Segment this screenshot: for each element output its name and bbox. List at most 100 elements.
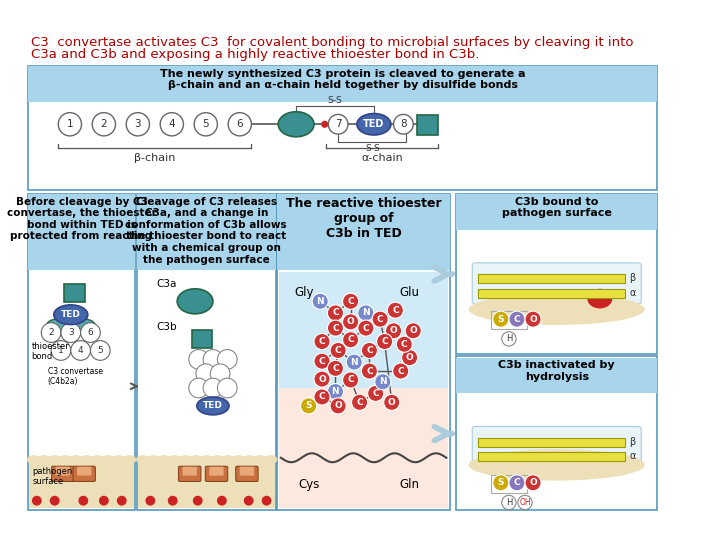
Text: The reactive thioester
group of
C3b in TED: The reactive thioester group of C3b in T… bbox=[286, 197, 441, 240]
Text: O: O bbox=[388, 398, 395, 407]
Circle shape bbox=[217, 378, 237, 398]
Ellipse shape bbox=[200, 455, 213, 464]
Circle shape bbox=[392, 363, 409, 379]
Text: α-chain: α-chain bbox=[361, 153, 402, 163]
Circle shape bbox=[525, 311, 541, 327]
Text: 6: 6 bbox=[88, 328, 94, 337]
Circle shape bbox=[91, 341, 110, 360]
Text: O: O bbox=[410, 326, 417, 335]
Text: O: O bbox=[406, 353, 413, 362]
Ellipse shape bbox=[278, 112, 314, 137]
Circle shape bbox=[375, 374, 391, 390]
Bar bbox=[456, 194, 657, 230]
Circle shape bbox=[300, 398, 317, 414]
Circle shape bbox=[358, 305, 374, 321]
Text: C: C bbox=[319, 337, 325, 346]
Ellipse shape bbox=[222, 455, 235, 464]
Bar bbox=[137, 194, 276, 270]
Text: C3b: C3b bbox=[157, 322, 177, 332]
Text: C3a and C3b and exposing a highly reactive thioester bond in C3b.: C3a and C3b and exposing a highly reacti… bbox=[32, 48, 480, 61]
Circle shape bbox=[358, 320, 374, 336]
Text: TED: TED bbox=[363, 119, 384, 129]
FancyBboxPatch shape bbox=[472, 427, 642, 468]
Text: C: C bbox=[392, 306, 399, 315]
Bar bbox=[28, 66, 657, 190]
Ellipse shape bbox=[124, 455, 136, 464]
Circle shape bbox=[217, 349, 237, 369]
Circle shape bbox=[189, 378, 209, 398]
FancyBboxPatch shape bbox=[183, 467, 197, 476]
Ellipse shape bbox=[168, 455, 181, 464]
Text: 1: 1 bbox=[58, 346, 64, 355]
Circle shape bbox=[261, 496, 271, 505]
Circle shape bbox=[210, 364, 230, 383]
Circle shape bbox=[78, 496, 89, 505]
Circle shape bbox=[361, 342, 377, 359]
Text: O: O bbox=[347, 318, 354, 326]
Circle shape bbox=[492, 475, 509, 491]
Ellipse shape bbox=[254, 455, 266, 464]
Text: 4: 4 bbox=[78, 346, 84, 355]
Bar bbox=[417, 116, 438, 135]
Circle shape bbox=[346, 354, 362, 370]
Circle shape bbox=[368, 386, 384, 401]
Bar bbox=[277, 194, 450, 510]
Text: C: C bbox=[366, 346, 373, 355]
Text: N: N bbox=[351, 357, 358, 367]
Circle shape bbox=[194, 113, 217, 136]
Bar bbox=[279, 388, 448, 508]
Text: α: α bbox=[629, 451, 636, 461]
Text: Before cleavage by C3
convertase, the thioester
bond within TED is
protected fro: Before cleavage by C3 convertase, the th… bbox=[6, 197, 156, 241]
Bar bbox=[28, 194, 135, 270]
Bar bbox=[63, 284, 85, 302]
Circle shape bbox=[321, 120, 328, 128]
Circle shape bbox=[525, 475, 541, 491]
Circle shape bbox=[361, 363, 377, 379]
Text: C3b bound to
pathogen surface: C3b bound to pathogen surface bbox=[502, 197, 612, 218]
Circle shape bbox=[351, 394, 368, 410]
Text: C: C bbox=[372, 389, 379, 398]
FancyBboxPatch shape bbox=[240, 467, 254, 476]
Text: C: C bbox=[332, 323, 338, 333]
Text: C: C bbox=[382, 337, 388, 346]
Circle shape bbox=[217, 496, 227, 505]
Ellipse shape bbox=[233, 455, 245, 464]
Text: β: β bbox=[629, 273, 636, 284]
Ellipse shape bbox=[102, 455, 114, 464]
Bar bbox=[277, 194, 450, 270]
Text: 5: 5 bbox=[202, 119, 209, 129]
Text: OH: OH bbox=[519, 498, 531, 507]
Text: C: C bbox=[347, 297, 354, 306]
Circle shape bbox=[492, 311, 509, 327]
Ellipse shape bbox=[179, 455, 192, 464]
Circle shape bbox=[160, 113, 184, 136]
Text: thioester
bond: thioester bond bbox=[32, 341, 69, 361]
Text: 1: 1 bbox=[66, 119, 73, 129]
Text: C: C bbox=[347, 335, 354, 344]
Bar bbox=[479, 453, 625, 461]
Text: C: C bbox=[401, 340, 408, 349]
Circle shape bbox=[405, 323, 421, 339]
Circle shape bbox=[384, 394, 400, 410]
Text: N: N bbox=[316, 297, 324, 306]
Circle shape bbox=[71, 341, 91, 360]
Bar bbox=[479, 438, 625, 447]
Circle shape bbox=[145, 496, 156, 505]
Circle shape bbox=[196, 364, 215, 383]
Circle shape bbox=[509, 475, 525, 491]
FancyBboxPatch shape bbox=[52, 466, 74, 482]
Ellipse shape bbox=[158, 455, 170, 464]
Text: S: S bbox=[498, 478, 504, 487]
Text: Cleavage of C3 releases
C3a, and a change in
conformation of C3b allows
the thio: Cleavage of C3 releases C3a, and a chang… bbox=[125, 197, 287, 265]
Ellipse shape bbox=[27, 455, 40, 464]
Text: O: O bbox=[318, 375, 326, 383]
Text: C: C bbox=[513, 478, 521, 487]
FancyBboxPatch shape bbox=[472, 263, 642, 304]
Ellipse shape bbox=[469, 449, 645, 481]
Text: O: O bbox=[529, 478, 537, 487]
Text: C3 convertase
(C4b2a): C3 convertase (C4b2a) bbox=[48, 367, 102, 386]
Circle shape bbox=[330, 342, 346, 359]
Circle shape bbox=[343, 372, 359, 388]
Circle shape bbox=[58, 113, 81, 136]
Text: C: C bbox=[319, 357, 325, 366]
